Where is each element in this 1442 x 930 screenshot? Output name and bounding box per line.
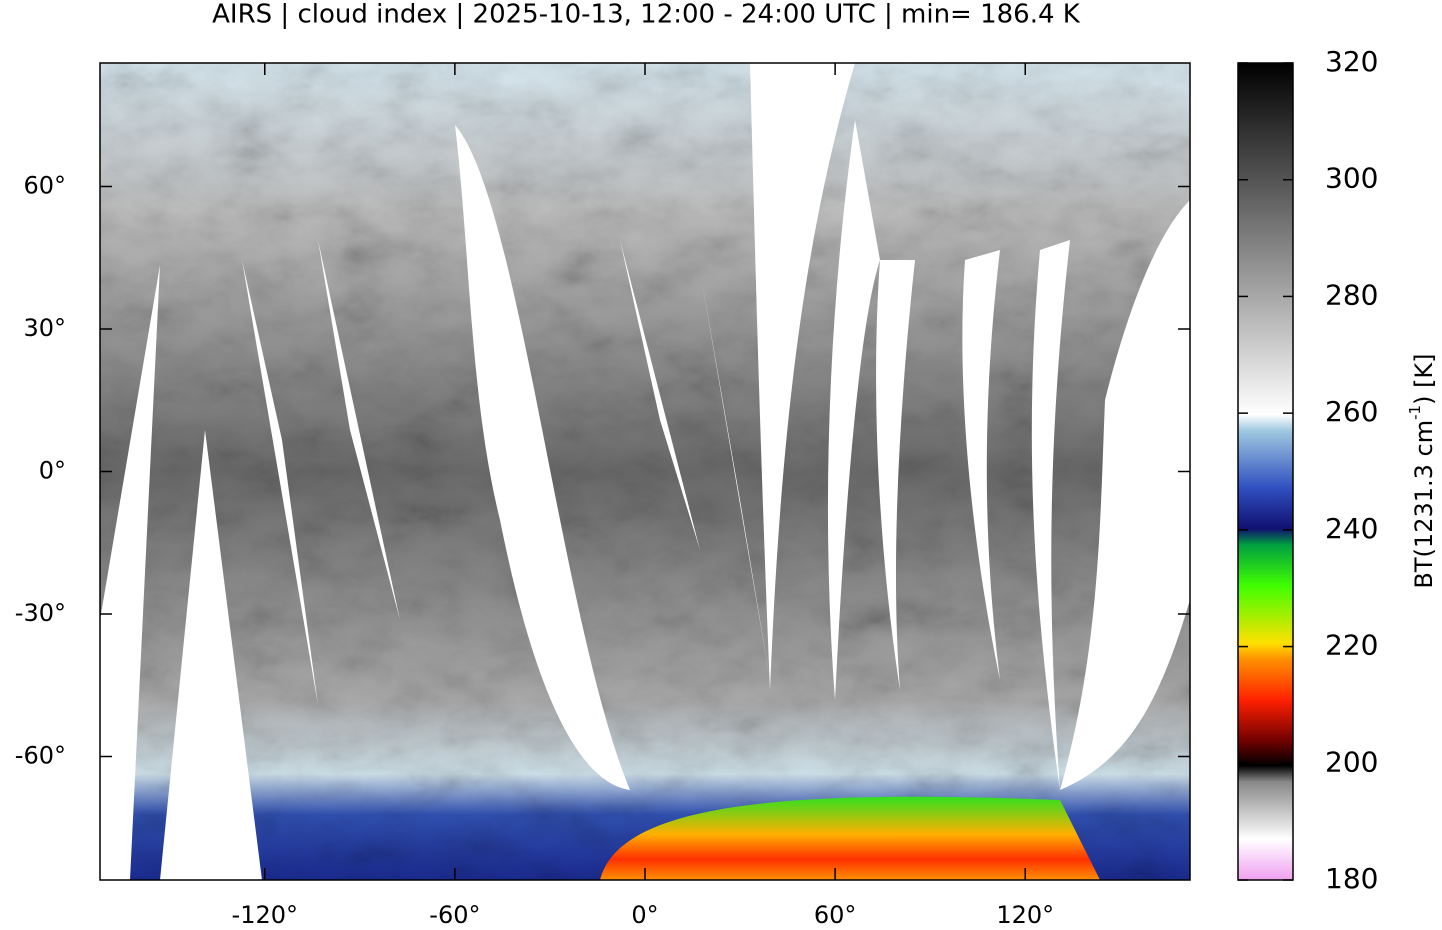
y-tick-label: 30°: [23, 314, 66, 342]
colorbar-tick-label: 280: [1325, 278, 1378, 311]
y-tick-label: -60°: [15, 742, 66, 770]
colorbar-label-suffix: ) [K]: [1410, 353, 1438, 404]
colorbar: [1237, 62, 1294, 881]
colorbar-tick-label: 300: [1325, 162, 1378, 195]
y-tick-label: -30°: [15, 599, 66, 627]
colorbar-tick-label: 180: [1325, 862, 1378, 895]
x-tick-label: -120°: [232, 901, 298, 929]
x-tick-label: 120°: [996, 901, 1054, 929]
colorbar-label-superscript: -1: [1406, 405, 1424, 420]
colorbar-label-main: BT(1231.3 cm: [1410, 420, 1438, 589]
colorbar-tick-label: 200: [1325, 745, 1378, 778]
map-image: [100, 63, 1190, 880]
x-tick-label: 0°: [631, 901, 658, 929]
colorbar-tick-label: 260: [1325, 395, 1378, 428]
colorbar-tick-label: 220: [1325, 629, 1378, 662]
colorbar-tick-label: 240: [1325, 512, 1378, 545]
colorbar-tick-label: 320: [1325, 45, 1378, 78]
x-tick-label: 60°: [814, 901, 857, 929]
y-tick-label: 0°: [39, 457, 66, 485]
title: AIRS | cloud index | 2025-10-13, 12:00 -…: [212, 0, 1081, 30]
colorbar-label: BT(1231.3 cm-1) [K]: [1406, 353, 1439, 588]
y-tick-label: 60°: [23, 172, 66, 200]
x-tick-label: -60°: [429, 901, 480, 929]
